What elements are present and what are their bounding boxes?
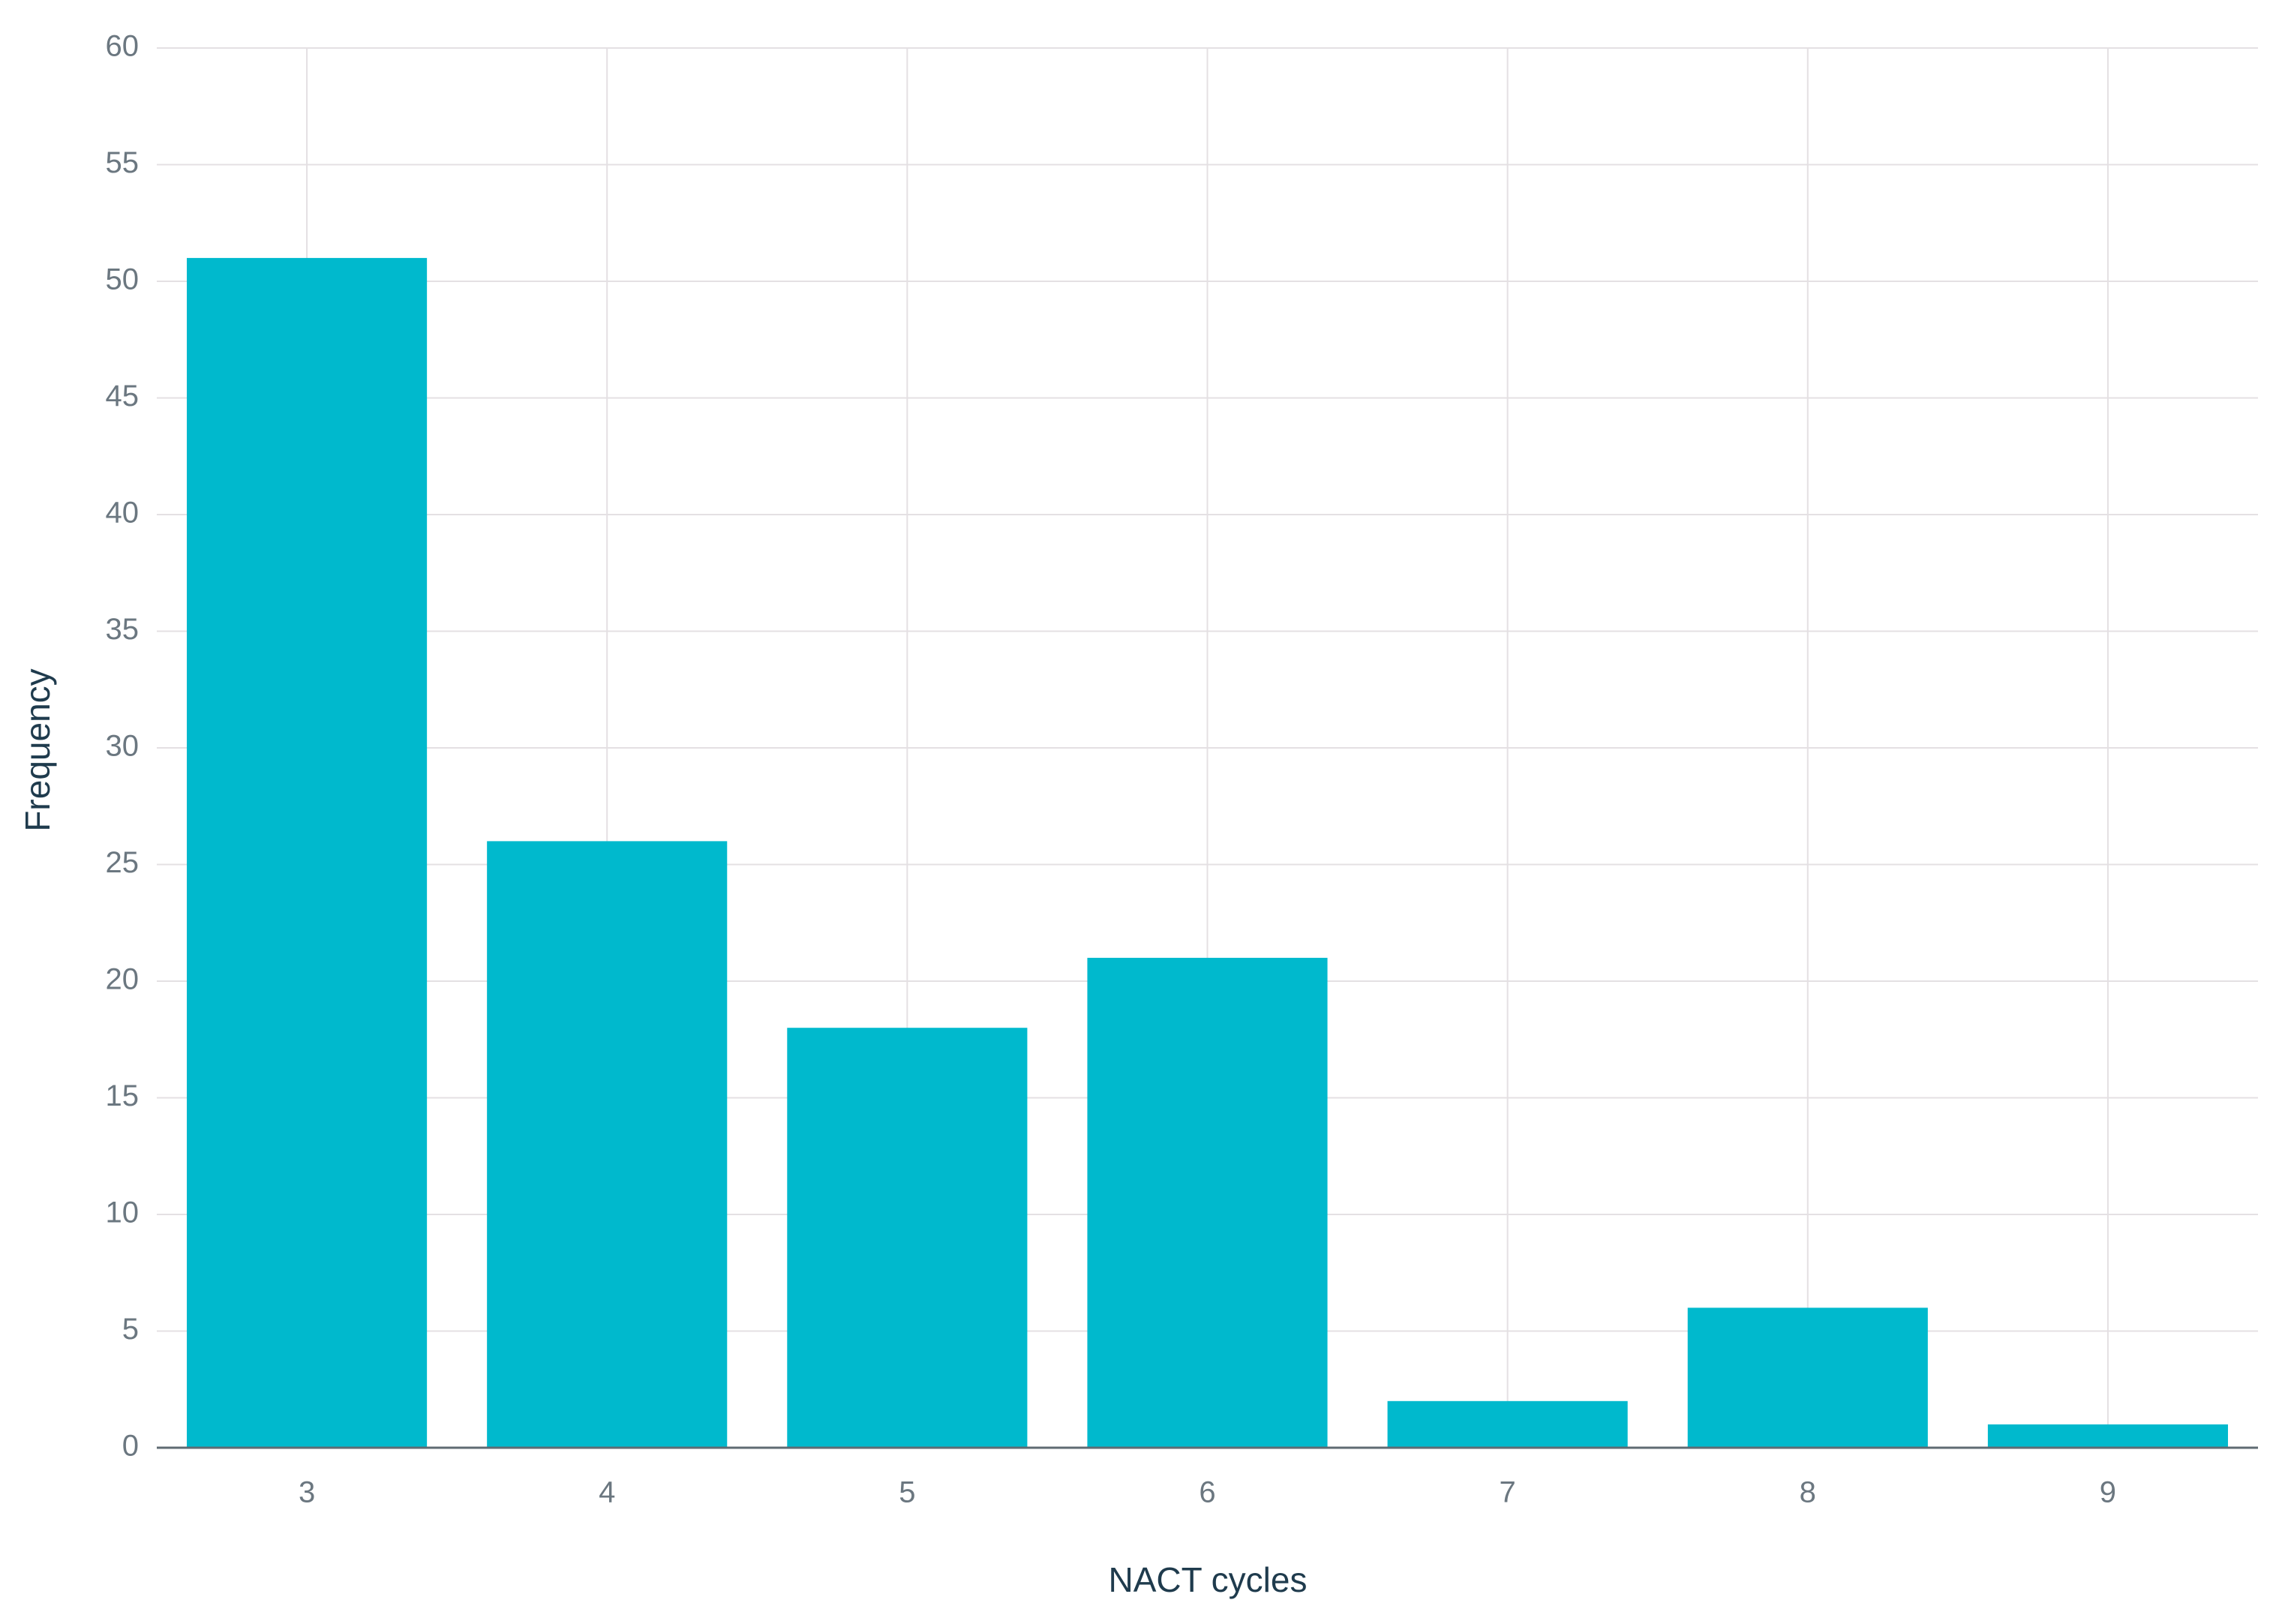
bar [1087,957,1328,1448]
y-tick-label: 60 [106,30,140,63]
x-tick-label: 6 [1199,1476,1215,1509]
x-tick-label: 8 [1800,1476,1816,1509]
bar [787,1028,1028,1448]
bar [487,841,728,1448]
y-tick-label: 10 [106,1196,140,1229]
y-tick-label: 5 [122,1313,139,1346]
y-tick-label: 50 [106,263,140,296]
y-tick-label: 30 [106,730,140,763]
x-tick-label: 7 [1500,1476,1516,1509]
y-tick-label: 15 [106,1079,140,1112]
x-tick-label: 4 [599,1476,615,1509]
bar [1387,1400,1628,1448]
y-tick-label: 25 [106,846,140,879]
y-axis-title: Frequency [18,668,57,831]
bar [1987,1424,2228,1448]
y-tick-label: 45 [106,380,140,413]
x-tick-label: 5 [899,1476,915,1509]
y-tick-label: 55 [106,146,140,179]
bar [187,257,428,1448]
y-tick-label: 35 [106,613,140,646]
x-tick-label: 9 [2100,1476,2116,1509]
x-tick-label: 3 [299,1476,315,1509]
bar [1687,1307,1928,1448]
x-axis-title: NACT cycles [1109,1560,1308,1599]
y-tick-label: 20 [106,963,140,996]
y-tick-label: 40 [106,497,140,530]
y-tick-label: 0 [122,1430,139,1463]
